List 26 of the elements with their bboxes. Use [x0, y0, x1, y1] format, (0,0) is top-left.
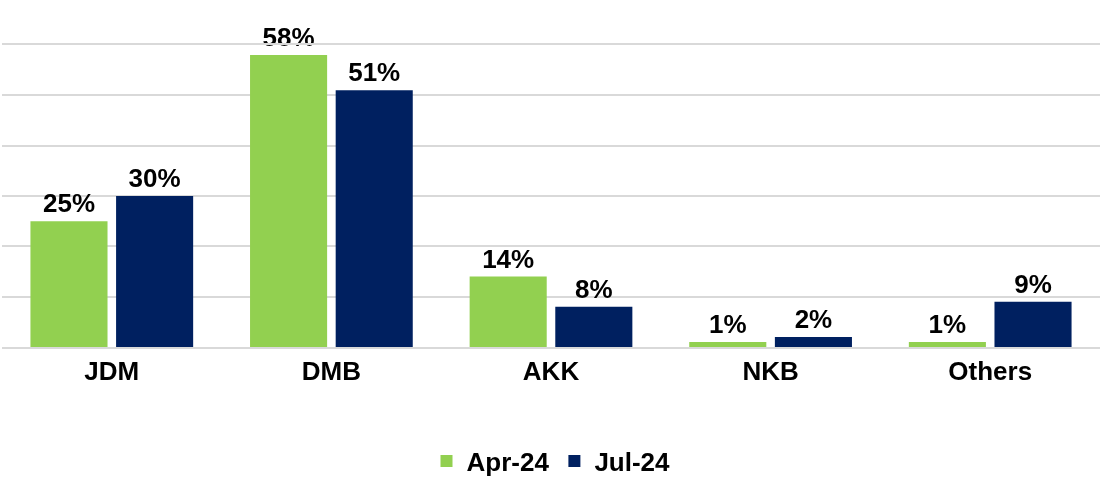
x-tick-label: JDM — [84, 356, 140, 387]
data-label: 1% — [928, 308, 967, 339]
bar — [250, 55, 328, 347]
x-tick-label: DMB — [301, 356, 362, 387]
x-tick-label: AKK — [522, 356, 580, 387]
bar — [116, 196, 194, 347]
data-label: 51% — [348, 57, 401, 88]
data-label: 2% — [794, 303, 833, 334]
bar — [994, 301, 1072, 347]
data-label: 8% — [575, 273, 613, 304]
data-label: 25% — [42, 188, 95, 219]
x-tick-label: Others — [948, 356, 1033, 387]
bar — [555, 306, 633, 347]
bar — [908, 341, 986, 347]
bar — [774, 336, 852, 347]
bar — [335, 90, 413, 347]
data-label: 30% — [128, 163, 181, 193]
x-tick-label: NKB — [742, 356, 799, 387]
data-label: 1% — [708, 308, 747, 339]
data-label: 9% — [1014, 268, 1052, 299]
bar — [469, 276, 547, 347]
legend-label: Apr-24 — [466, 447, 550, 478]
data-label: 14% — [482, 243, 535, 274]
bar — [689, 341, 767, 347]
legend-label: Jul-24 — [594, 447, 671, 478]
bar — [30, 221, 108, 347]
